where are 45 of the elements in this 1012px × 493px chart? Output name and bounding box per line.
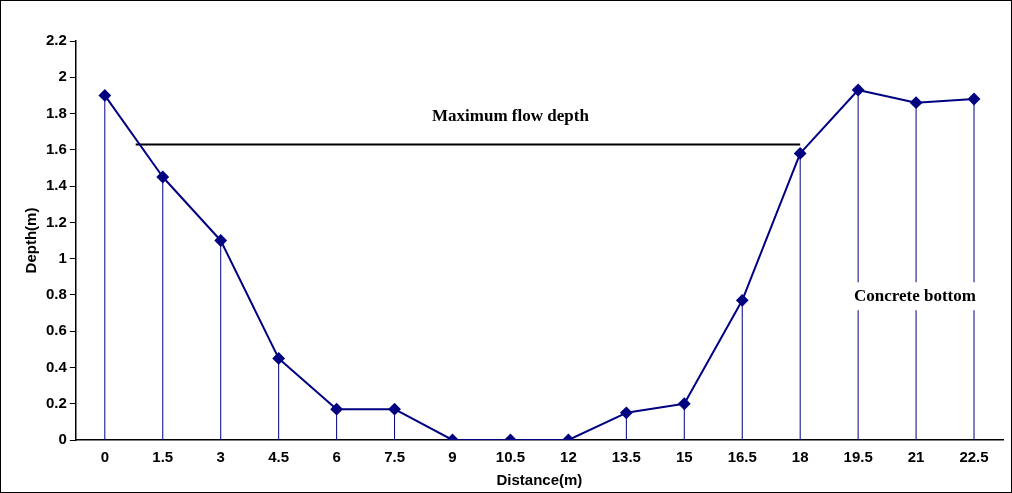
x-tick-label: 3 (216, 448, 225, 466)
x-axis-title: Distance(m) (496, 471, 583, 489)
x-tick-label: 7.5 (384, 448, 405, 466)
point (968, 93, 981, 106)
x-tick-label: 10.5 (495, 448, 526, 466)
point (736, 294, 749, 307)
x-tick-label: 6 (332, 448, 341, 466)
x-tick-label: 18 (791, 448, 809, 466)
y-tick-label: 0.2 (45, 393, 67, 411)
point (330, 403, 343, 416)
point (388, 403, 401, 416)
x-tick-label: 13.5 (611, 448, 641, 466)
annotation: Maximum flow depth (432, 105, 590, 125)
x-tick-label: 9 (448, 448, 457, 466)
y-tick-label: 1.8 (45, 103, 67, 121)
point (156, 171, 169, 184)
x-tick-label: 12 (560, 448, 577, 466)
y-tick-label: 1.4 (45, 176, 68, 194)
point (910, 96, 923, 109)
x-tick-label: 1.5 (152, 448, 174, 466)
x-tick-label: 16.5 (727, 448, 757, 466)
y-axis-title: Depth(m) (22, 207, 40, 274)
x-tick-label: 22.5 (959, 448, 989, 466)
point (214, 234, 227, 247)
annotation: Concrete bottom (853, 285, 976, 305)
x-tick-label: 0 (100, 448, 109, 466)
x-tick-label: 4.5 (268, 448, 290, 466)
point (852, 83, 865, 96)
y-tick-label: 1.2 (45, 212, 67, 230)
y-tick-label: 1.6 (45, 139, 67, 157)
y-tick-label: 2.2 (45, 31, 67, 49)
point (794, 147, 807, 160)
y-tick-label: 0 (58, 430, 67, 448)
x-tick-label: 21 (907, 448, 925, 466)
y-tick-label: 2 (58, 67, 67, 85)
point (678, 397, 691, 410)
x-tick-label: 15 (675, 448, 693, 466)
point (98, 89, 111, 102)
y-tick-label: 1 (58, 248, 67, 266)
y-tick-label: 0.6 (45, 321, 67, 339)
y-tick-label: 0.8 (45, 285, 67, 303)
point (272, 352, 285, 365)
x-tick-label: 19.5 (843, 448, 873, 466)
point (620, 406, 633, 419)
y-tick-label: 0.4 (45, 357, 68, 375)
